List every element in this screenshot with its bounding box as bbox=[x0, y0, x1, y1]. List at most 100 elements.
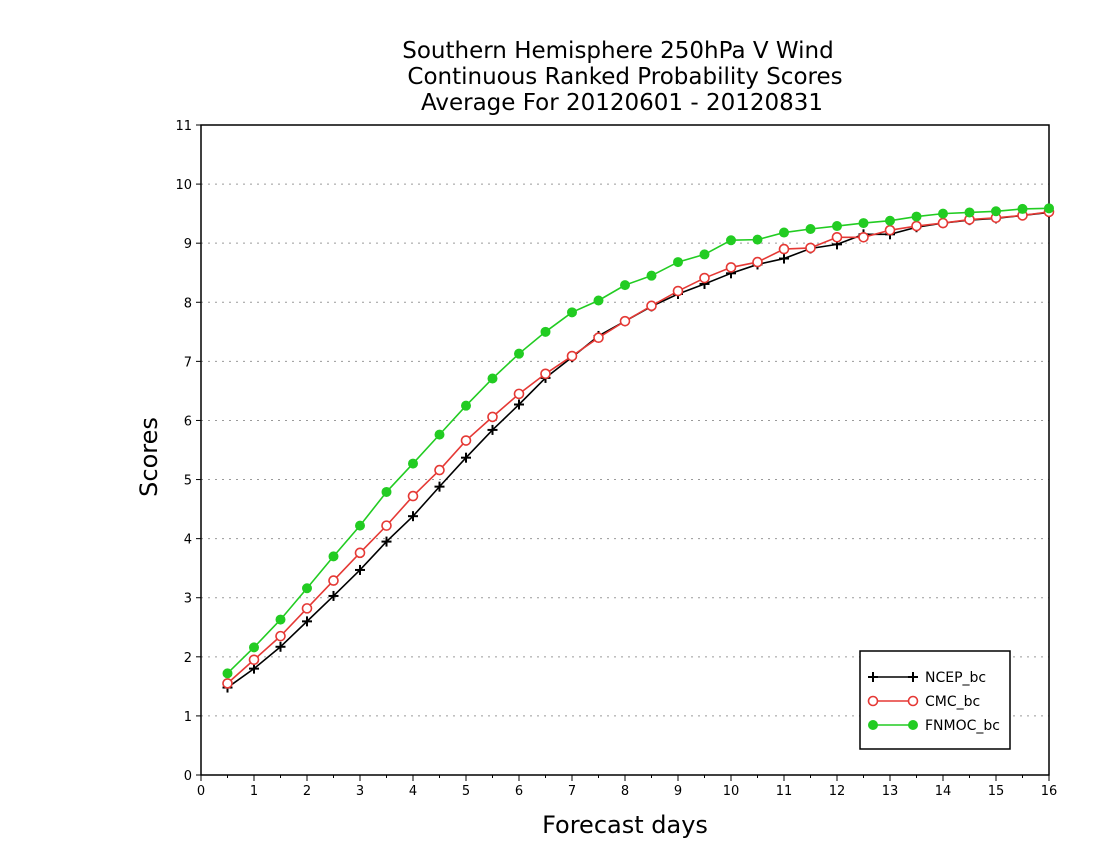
chart-title-line-3: Average For 20120601 - 20120831 bbox=[421, 90, 823, 116]
series-line-FNMOC_bc bbox=[226, 207, 1050, 674]
data-point-FNMOC_bc bbox=[673, 257, 683, 268]
data-point-NCEP_bc bbox=[779, 253, 789, 264]
data-point-FNMOC_bc bbox=[858, 218, 869, 229]
data-point-CMC_bc bbox=[778, 243, 790, 255]
data-point-CMC_bc bbox=[381, 520, 392, 531]
data-point-FNMOC_bc bbox=[938, 208, 948, 219]
data-point-CMC_bc bbox=[752, 256, 763, 268]
series-FNMOC_bc bbox=[222, 203, 1054, 679]
data-point-CMC_bc bbox=[460, 435, 472, 446]
data-point-CMC_bc bbox=[566, 350, 578, 362]
data-point-FNMOC_bc bbox=[964, 207, 975, 218]
data-point-NCEP_bc bbox=[868, 672, 878, 682]
y-tick-label: 4 bbox=[184, 533, 192, 548]
legend-label: NCEP_bc bbox=[925, 670, 986, 686]
data-point-FNMOC_bc bbox=[1017, 203, 1028, 214]
data-point-FNMOC_bc bbox=[911, 211, 922, 222]
y-tick-label: 10 bbox=[175, 178, 192, 193]
data-point-FNMOC_bc bbox=[593, 295, 604, 306]
data-point-FNMOC_bc bbox=[1044, 203, 1054, 214]
x-axis-title: Forecast days bbox=[542, 811, 708, 839]
data-point-FNMOC_bc bbox=[620, 280, 630, 291]
data-point-FNMOC_bc bbox=[487, 373, 498, 384]
series-layer bbox=[222, 203, 1055, 693]
x-tick-label: 8 bbox=[621, 784, 629, 799]
legend-label: FNMOC_bc bbox=[925, 718, 1000, 734]
data-point-FNMOC_bc bbox=[461, 400, 471, 411]
data-point-CMC_bc bbox=[858, 231, 869, 243]
data-point-FNMOC_bc bbox=[408, 458, 418, 469]
y-tick-label: 1 bbox=[184, 710, 192, 725]
data-point-CMC_bc bbox=[328, 575, 339, 586]
data-point-CMC_bc bbox=[354, 547, 366, 559]
x-tick-label: 10 bbox=[723, 784, 740, 799]
x-tick-label: 6 bbox=[515, 784, 523, 799]
legend-item-FNMOC_bc: FNMOC_bc bbox=[868, 718, 1000, 734]
data-point-FNMOC_bc bbox=[302, 583, 312, 594]
data-point-CMC_bc bbox=[540, 368, 551, 380]
y-axis-title: Scores bbox=[135, 417, 163, 497]
x-tick-label: 16 bbox=[1041, 784, 1058, 799]
data-point-FNMOC_bc bbox=[805, 224, 816, 234]
data-point-FNMOC_bc bbox=[991, 206, 1001, 217]
data-point-FNMOC_bc bbox=[514, 348, 524, 359]
data-point-CMC_bc bbox=[831, 231, 843, 243]
data-point-CMC_bc bbox=[222, 678, 233, 689]
data-point-CMC_bc bbox=[487, 411, 498, 423]
data-point-CMC_bc bbox=[911, 220, 922, 232]
series-line-CMC_bc bbox=[226, 211, 1050, 685]
data-point-FNMOC_bc bbox=[249, 642, 259, 653]
data-point-CMC_bc bbox=[805, 242, 816, 254]
y-tick-label: 2 bbox=[184, 651, 192, 666]
data-point-CMC_bc bbox=[513, 388, 525, 400]
data-point-CMC_bc bbox=[907, 695, 919, 707]
data-point-NCEP_bc bbox=[434, 481, 445, 492]
data-point-CMC_bc bbox=[248, 654, 260, 666]
data-point-FNMOC_bc bbox=[222, 668, 233, 679]
data-point-CMC_bc bbox=[275, 630, 286, 642]
data-point-FNMOC_bc bbox=[832, 221, 842, 232]
data-point-CMC_bc bbox=[619, 315, 631, 327]
data-point-FNMOC_bc bbox=[646, 270, 657, 281]
legend-item-CMC_bc: CMC_bc bbox=[867, 694, 980, 710]
y-tick-label: 11 bbox=[175, 119, 192, 134]
y-tick-label: 5 bbox=[184, 474, 192, 489]
x-tick-label: 11 bbox=[776, 784, 793, 799]
series-CMC_bc bbox=[222, 206, 1055, 689]
data-point-FNMOC_bc bbox=[355, 520, 365, 531]
data-point-CMC_bc bbox=[434, 464, 445, 476]
data-point-NCEP_bc bbox=[275, 641, 286, 652]
chart-title-line-1: Southern Hemisphere 250hPa V Wind bbox=[402, 38, 833, 64]
data-point-CMC_bc bbox=[646, 300, 657, 312]
y-tick-label: 0 bbox=[184, 769, 192, 784]
legend-label: CMC_bc bbox=[925, 694, 980, 710]
data-point-NCEP_bc bbox=[908, 672, 918, 682]
y-tick-label: 7 bbox=[184, 355, 192, 370]
data-point-CMC_bc bbox=[699, 272, 710, 284]
data-point-FNMOC_bc bbox=[885, 215, 895, 226]
data-point-CMC_bc bbox=[884, 224, 896, 236]
x-tick-label: 14 bbox=[935, 784, 952, 799]
data-point-NCEP_bc bbox=[514, 399, 524, 410]
x-tick-label: 5 bbox=[462, 784, 470, 799]
y-tick-label: 8 bbox=[184, 296, 192, 311]
data-point-FNMOC_bc bbox=[328, 551, 339, 562]
data-point-NCEP_bc bbox=[461, 452, 471, 463]
data-point-NCEP_bc bbox=[408, 511, 418, 522]
data-point-FNMOC_bc bbox=[908, 720, 918, 730]
data-point-FNMOC_bc bbox=[868, 720, 878, 730]
data-point-CMC_bc bbox=[725, 262, 737, 273]
x-tick-label: 2 bbox=[303, 784, 311, 799]
series-line-NCEP_bc bbox=[227, 211, 1050, 689]
x-tick-label: 7 bbox=[568, 784, 576, 799]
data-point-FNMOC_bc bbox=[726, 235, 736, 246]
data-point-CMC_bc bbox=[867, 695, 879, 707]
legend-item-NCEP_bc: NCEP_bc bbox=[868, 670, 986, 686]
data-point-CMC_bc bbox=[301, 603, 313, 614]
data-point-NCEP_bc bbox=[249, 663, 259, 674]
data-point-FNMOC_bc bbox=[752, 234, 763, 245]
data-point-FNMOC_bc bbox=[567, 307, 577, 318]
data-point-FNMOC_bc bbox=[381, 486, 392, 497]
